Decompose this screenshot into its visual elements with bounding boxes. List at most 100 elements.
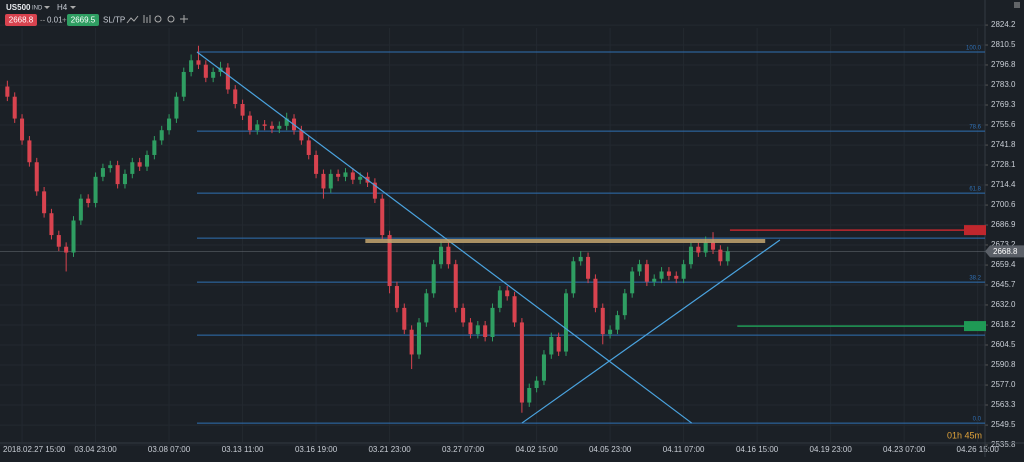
- candle-body: [534, 380, 539, 388]
- lot-size[interactable]: 0.01: [47, 16, 63, 25]
- candle-body: [725, 251, 730, 262]
- fib-label: 61.8: [969, 187, 981, 193]
- candle-body: [578, 256, 583, 262]
- candle-body: [380, 198, 385, 236]
- candle-body: [387, 235, 392, 287]
- candle-timer: 01h 45m: [947, 430, 982, 440]
- sltp-button[interactable]: SL/TP: [103, 16, 125, 25]
- candle-body: [461, 307, 466, 323]
- zoom-out-icon[interactable]: [154, 15, 162, 23]
- candle-body: [644, 264, 649, 282]
- candle-body: [439, 246, 444, 265]
- y-tick-label: 2714.4: [991, 180, 1016, 189]
- candle-body: [269, 125, 274, 129]
- candle-body: [100, 168, 105, 177]
- candle-body: [519, 322, 524, 403]
- candle-body: [284, 118, 289, 126]
- candle-body: [527, 387, 532, 403]
- x-tick-label: 03.27 07:00: [442, 445, 485, 454]
- candle-body: [225, 67, 230, 90]
- dropdown-icon[interactable]: [44, 6, 50, 9]
- candle-body: [703, 242, 708, 253]
- candle-body: [86, 198, 91, 204]
- x-tick-label: 04.02 15:00: [515, 445, 558, 454]
- candle-body: [255, 124, 260, 131]
- y-tick-label: 2563.3: [991, 400, 1016, 409]
- candle-body: [681, 264, 686, 279]
- sell-button[interactable]: [5, 14, 37, 26]
- candle-body: [711, 242, 716, 250]
- candle-body: [159, 130, 164, 141]
- x-tick-label: 03.08 07:00: [148, 445, 191, 454]
- candle-body: [630, 271, 635, 294]
- x-tick-label: 03.04 23:00: [74, 445, 117, 454]
- candle-body: [358, 176, 363, 180]
- candle-body: [189, 60, 194, 72]
- lot-plus: +: [62, 16, 67, 25]
- candle-body: [350, 172, 355, 180]
- candle-body: [468, 322, 473, 335]
- candle-icon[interactable]: [143, 15, 151, 23]
- zoom-in-icon[interactable]: [167, 15, 175, 23]
- fib-label: 0.0: [973, 417, 982, 423]
- candle-body: [608, 329, 613, 335]
- candle-body: [203, 64, 208, 78]
- candle-body: [688, 246, 693, 265]
- x-tick-label: 04.19 23:00: [810, 445, 853, 454]
- candle-body: [247, 115, 252, 131]
- candle-body: [196, 60, 201, 65]
- y-tick-label: 2673.2: [991, 240, 1016, 249]
- candle-body: [556, 337, 561, 352]
- candle-body: [93, 176, 98, 204]
- x-tick-label: 03.16 19:00: [295, 445, 338, 454]
- x-tick-label: 03.21 23:00: [368, 445, 411, 454]
- x-tick-label: 04.11 07:00: [663, 445, 705, 454]
- y-tick-label: 2632.0: [991, 300, 1016, 309]
- candle-body: [64, 246, 69, 253]
- candle-body: [696, 246, 701, 253]
- y-tick-label: 2741.8: [991, 140, 1016, 149]
- current-price-label: 2668.8: [993, 247, 1018, 256]
- y-tick-label: 2769.3: [991, 100, 1016, 109]
- candle-body: [233, 89, 238, 104]
- candle-body: [600, 307, 605, 335]
- x-tick-label: 04.05 23:00: [589, 445, 632, 454]
- dropdown-icon[interactable]: [70, 6, 76, 9]
- candle-body: [328, 173, 333, 189]
- menu-icon[interactable]: [1014, 2, 1020, 8]
- x-tick-label: 03.13 11:00: [222, 445, 264, 454]
- y-tick-label: 2604.5: [991, 340, 1016, 349]
- candle-body: [42, 191, 47, 214]
- candle-body: [416, 322, 422, 355]
- candle-body: [321, 173, 326, 189]
- indicator-icon[interactable]: [126, 15, 139, 24]
- fib-label: 78.6: [969, 125, 981, 131]
- crosshair-icon[interactable]: [180, 15, 188, 23]
- candle-body: [12, 96, 17, 119]
- candle-body: [453, 264, 458, 308]
- candle-body: [402, 307, 407, 330]
- candle-body: [541, 354, 546, 381]
- candle-body: [5, 86, 10, 97]
- candle-body: [666, 271, 671, 276]
- x-tick-label: 2018.02.27 15:00: [3, 445, 66, 454]
- candle-body: [586, 256, 591, 279]
- candle-body: [277, 125, 282, 129]
- timeframe[interactable]: H4: [57, 3, 68, 12]
- candle-body: [637, 264, 642, 272]
- candle-body: [615, 315, 620, 330]
- market: IND: [32, 6, 43, 12]
- buy-button[interactable]: [67, 14, 99, 26]
- toolbar: US500 IND H4 2668.8 -- 0.01 + 2669.5 SL/…: [5, 2, 1020, 26]
- candle-body: [563, 293, 569, 352]
- candle-body: [424, 293, 429, 323]
- y-tick-label: 2783.0: [991, 80, 1016, 89]
- candle-body: [144, 154, 150, 167]
- candle-body: [34, 162, 39, 192]
- candle-body: [372, 182, 377, 199]
- candle-body: [240, 103, 245, 116]
- candle-body: [505, 290, 510, 297]
- candle-body: [431, 264, 436, 294]
